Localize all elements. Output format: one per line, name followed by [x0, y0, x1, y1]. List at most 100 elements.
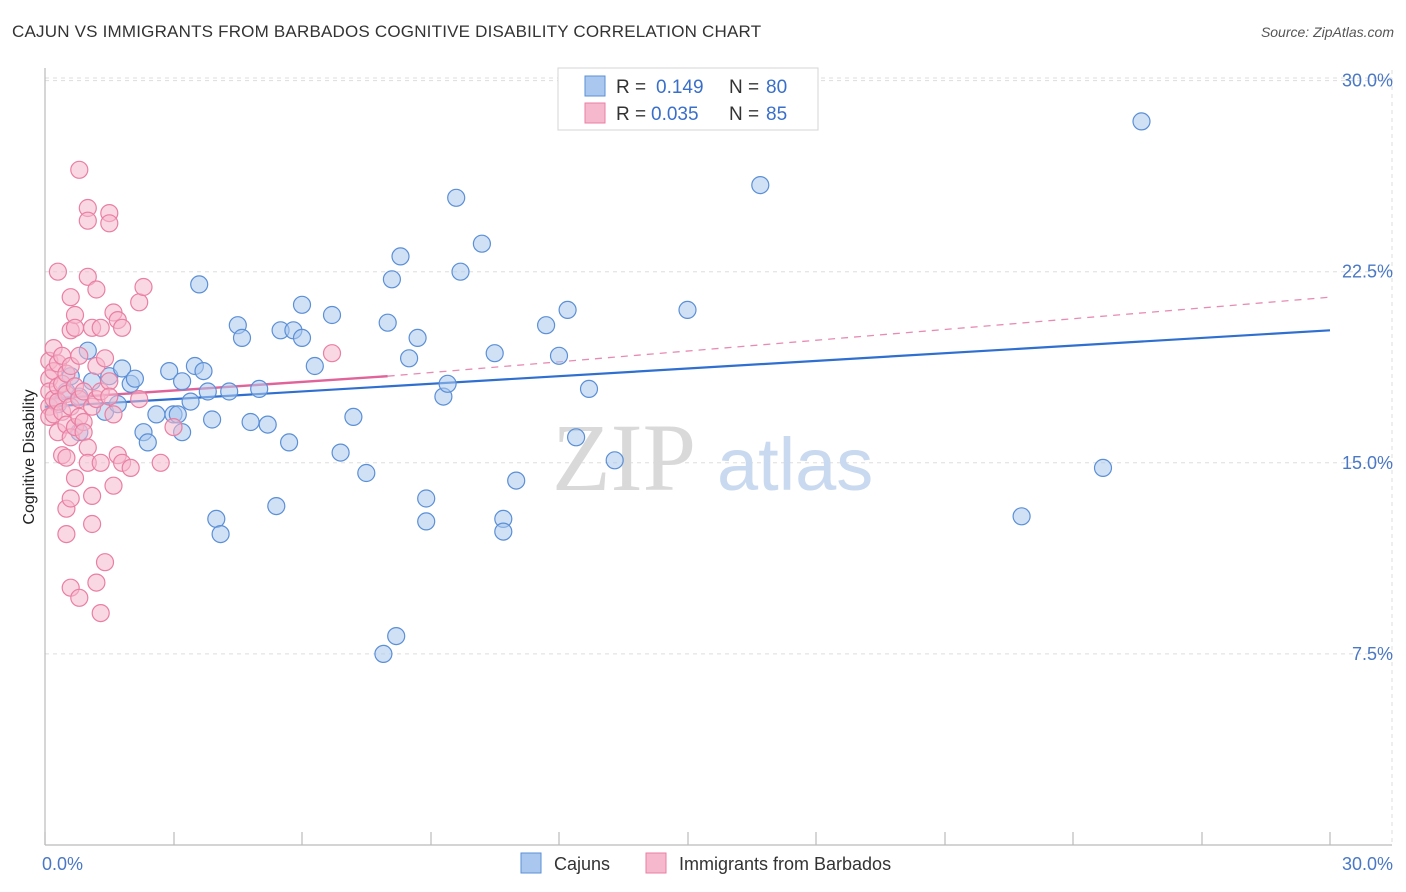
point-1-9 — [48, 262, 68, 281]
point-0-65 — [549, 346, 569, 365]
tick-labels: 7.5% 15.0% 22.5% 30.0% 0.0% 30.0% — [42, 71, 1393, 874]
x-tick-label-1: 30.0% — [1342, 854, 1393, 874]
point-0-10 — [112, 359, 132, 378]
legend-n-label-barbados: N = — [729, 104, 759, 125]
point-0-42 — [322, 305, 342, 325]
point-0-45 — [357, 463, 376, 483]
point-1-43 — [74, 423, 93, 442]
point-0-21 — [181, 392, 200, 411]
legend-swatch-barbados — [584, 102, 606, 124]
legend-n-label-cajuns: N = — [729, 77, 759, 98]
point-0-48 — [382, 270, 401, 289]
point-1-77 — [134, 277, 153, 297]
point-0-74 — [1132, 112, 1151, 131]
watermark-zip: ZIP — [552, 404, 696, 511]
point-0-73 — [1093, 458, 1113, 477]
legend-r-value-cajuns: 0.149 — [656, 77, 704, 98]
point-0-19 — [173, 372, 192, 391]
point-0-23 — [190, 275, 209, 294]
point-0-32 — [241, 412, 260, 432]
point-0-26 — [203, 410, 222, 429]
watermark: ZIP atlas — [552, 404, 873, 511]
point-1-75 — [130, 390, 149, 409]
point-1-46 — [78, 267, 97, 286]
point-0-25 — [198, 382, 217, 401]
point-0-49 — [387, 626, 406, 646]
point-1-72 — [112, 318, 132, 337]
point-0-46 — [374, 644, 393, 664]
point-0-70 — [678, 300, 697, 319]
point-0-24 — [194, 362, 213, 381]
point-0-44 — [344, 407, 363, 426]
point-0-54 — [417, 512, 436, 531]
point-0-53 — [417, 489, 436, 508]
point-0-15 — [147, 405, 166, 424]
point-1-59 — [91, 453, 110, 472]
point-0-71 — [751, 176, 770, 195]
point-1-80 — [322, 344, 342, 363]
legend-n-value-barbados: 85 — [766, 104, 787, 125]
point-1-37 — [70, 346, 89, 365]
series-barbados — [40, 160, 342, 623]
legend-n-value-cajuns: 80 — [766, 77, 787, 98]
watermark-atlas: atlas — [717, 423, 873, 506]
point-0-66 — [558, 300, 577, 319]
point-1-45 — [78, 211, 97, 230]
point-0-43 — [331, 443, 350, 462]
point-0-12 — [125, 369, 144, 388]
point-1-64 — [100, 214, 119, 233]
bottom-legend-label-barbados: Immigrants from Barbados — [679, 854, 891, 874]
point-0-68 — [579, 379, 599, 398]
point-0-52 — [408, 328, 427, 347]
legend-swatch-cajuns — [584, 75, 606, 97]
point-0-16 — [160, 362, 179, 381]
point-0-40 — [292, 295, 312, 314]
point-0-14 — [138, 433, 157, 452]
point-1-29 — [61, 489, 80, 508]
stats-legend: R = 0.149 N = 80 R = 0.035 N = 85 — [557, 67, 819, 131]
point-1-52 — [82, 514, 102, 534]
bottom-legend-swatch-cajuns — [520, 852, 542, 874]
point-0-41 — [305, 356, 324, 376]
point-0-27 — [207, 509, 226, 529]
point-1-68 — [104, 405, 123, 424]
series-legend: Cajuns Immigrants from Barbados — [520, 852, 891, 874]
point-1-62 — [95, 553, 115, 572]
bottom-legend-label-cajuns: Cajuns — [554, 854, 610, 874]
point-0-50 — [391, 247, 410, 266]
point-1-23 — [57, 524, 76, 544]
data-points — [40, 112, 1151, 664]
axes — [44, 68, 1392, 846]
point-1-65 — [100, 372, 119, 391]
legend-r-label-barbados: R = — [616, 104, 646, 125]
point-1-40 — [70, 588, 89, 607]
point-1-35 — [65, 469, 85, 488]
y-tick-label-2: 22.5% — [1342, 262, 1393, 282]
point-1-53 — [87, 280, 106, 299]
point-1-60 — [91, 603, 110, 623]
point-0-59 — [472, 234, 491, 253]
chart-title: CAJUN VS IMMIGRANTS FROM BARBADOS COGNIT… — [12, 22, 762, 41]
y-tick-label-0: 7.5% — [1352, 644, 1393, 664]
grid-lines — [45, 70, 1393, 845]
point-0-33 — [250, 379, 269, 398]
point-1-47 — [78, 438, 97, 457]
point-1-51 — [82, 486, 102, 505]
point-0-62 — [494, 522, 513, 541]
point-1-69 — [104, 476, 123, 495]
point-1-66 — [100, 387, 119, 406]
point-0-57 — [447, 188, 466, 207]
legend-r-value-barbados: 0.035 — [651, 104, 699, 125]
point-0-69 — [605, 451, 624, 470]
point-0-63 — [507, 471, 526, 490]
point-1-76 — [130, 293, 149, 312]
point-0-29 — [220, 382, 239, 401]
point-0-35 — [267, 497, 286, 516]
point-0-39 — [292, 328, 312, 347]
point-0-64 — [536, 316, 556, 335]
y-tick-label-3: 30.0% — [1342, 71, 1393, 91]
point-1-32 — [65, 318, 85, 337]
point-0-28 — [211, 524, 230, 544]
series-cajuns — [48, 112, 1151, 664]
